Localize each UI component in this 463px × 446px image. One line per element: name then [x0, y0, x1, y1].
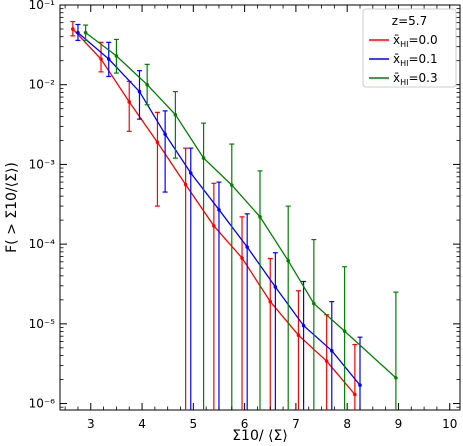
y-tick-label: 10⁻⁶	[29, 397, 56, 411]
data-point	[99, 57, 103, 61]
data-point	[183, 182, 188, 187]
data-point	[212, 223, 216, 228]
data-point	[273, 285, 278, 289]
data-point	[358, 383, 362, 387]
legend-entry-symbol: x̄	[393, 71, 400, 85]
data-point	[217, 207, 221, 212]
legend-entry-subscript: HI	[400, 40, 408, 49]
data-point	[127, 100, 132, 104]
data-point	[324, 359, 329, 363]
data-point	[188, 171, 193, 175]
x-tick-label: 4	[138, 417, 146, 431]
x-tick-label: 10	[442, 417, 457, 431]
legend-entry-value: =0.3	[408, 71, 437, 85]
x-tick-label: 6	[241, 417, 249, 431]
data-point	[83, 30, 88, 35]
data-point	[312, 301, 316, 306]
series-group	[70, 20, 399, 410]
x-tick-label: 3	[87, 417, 95, 431]
legend: z=5.7 x̄HI=0.0x̄HI=0.1x̄HI=0.3	[362, 8, 457, 88]
data-point	[240, 256, 244, 260]
legend-entry-label: x̄HI=0.1	[393, 52, 438, 68]
y-tick-label: 10⁻³	[29, 157, 56, 171]
data-point	[245, 245, 249, 249]
legend-entry-subscript: HI	[400, 78, 408, 87]
data-point	[394, 376, 398, 380]
series-0	[70, 20, 358, 410]
data-point	[268, 299, 273, 304]
data-point	[76, 30, 80, 35]
legend-entry-symbol: x̄	[393, 52, 400, 66]
data-point	[286, 258, 291, 263]
data-point	[301, 323, 306, 328]
series-1	[75, 23, 363, 410]
y-tick-label: 10⁻²	[29, 78, 56, 92]
series-2	[83, 24, 399, 410]
y-axis-label: F( > Σ10/⟨Σ⟩)	[4, 162, 20, 253]
data-point	[353, 392, 357, 397]
legend-entry-value: =0.1	[408, 52, 437, 66]
data-point	[155, 140, 160, 145]
data-point	[114, 54, 119, 58]
legend-entry-label: x̄HI=0.3	[393, 71, 438, 87]
x-tick-label: 9	[395, 417, 403, 431]
x-tick-label: 7	[292, 417, 300, 431]
legend-title: z=5.7	[392, 14, 427, 28]
legend-entry-value: =0.0	[408, 33, 437, 47]
axes-group: 3 4 5 6 7 8 9 10 10⁻¹ 10⁻² 10⁻³ 10⁻⁴ 10⁻⁵ 10⁻⁶	[29, 0, 460, 431]
y-tick-label: 10⁻¹	[29, 0, 56, 12]
x-tick-label: 8	[343, 417, 351, 431]
data-point	[258, 215, 262, 219]
legend-entry-label: x̄HI=0.0	[393, 33, 438, 49]
data-point	[145, 82, 149, 87]
data-point	[71, 27, 75, 31]
data-point	[329, 348, 334, 353]
y-tick-label: 10⁻⁵	[29, 317, 56, 331]
data-point	[342, 329, 347, 333]
x-tick-label: 5	[190, 417, 198, 431]
legend-entry-subscript: HI	[400, 59, 408, 68]
data-point	[201, 156, 206, 160]
data-point	[229, 183, 234, 187]
data-point	[106, 57, 111, 61]
x-axis-label: Σ10/ ⟨Σ⟩	[232, 428, 288, 444]
data-point	[173, 112, 178, 117]
legend-entry-symbol: x̄	[393, 33, 400, 47]
data-point	[137, 89, 142, 94]
data-point	[296, 333, 301, 338]
legend-box	[362, 8, 457, 88]
y-tick-label: 10⁻⁴	[29, 237, 56, 251]
data-point	[163, 132, 167, 136]
